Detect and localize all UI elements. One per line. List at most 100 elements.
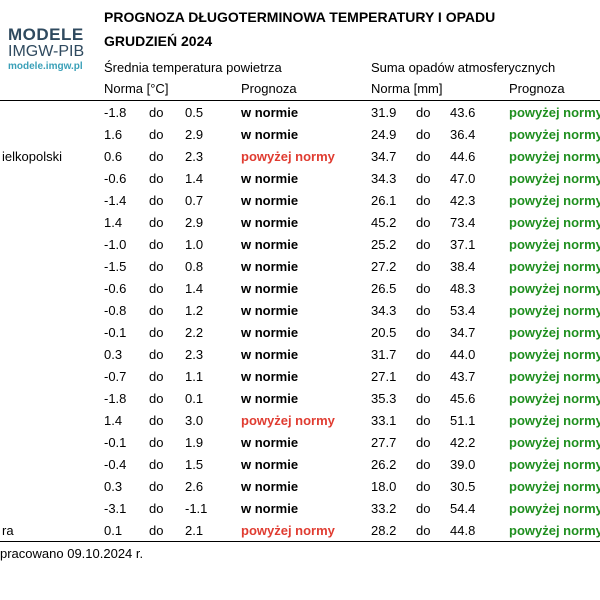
temperature-norm-min: -0.6 [104, 171, 127, 186]
precipitation-forecast: powyżej normy [509, 501, 600, 516]
temperature-forecast: w normie [241, 369, 299, 384]
precipitation-range-connector: do [416, 303, 431, 318]
header-divider [0, 100, 600, 101]
precipitation-norm-max: 36.4 [450, 127, 476, 142]
temperature-norm-max: 1.0 [185, 237, 204, 252]
temperature-range-connector: do [149, 259, 164, 274]
temperature-norm-min: -0.1 [104, 435, 127, 450]
table-row: 1.4 do 3.0 powyżej normy 33.1 do 51.1 powyżej n… [0, 409, 600, 431]
temperature-range-connector: do [149, 149, 164, 164]
table-row: -0.7 do 1.1 w normie 27.1 do 43.7 powyżej normy [0, 365, 600, 387]
precipitation-forecast: powyżej normy [509, 237, 600, 252]
temperature-norm-min: -0.6 [104, 281, 127, 296]
temperature-norm-min: 1.4 [104, 215, 123, 230]
precipitation-range-connector: do [416, 105, 431, 120]
precipitation-range-connector: do [416, 457, 431, 472]
precipitation-range-connector: do [416, 391, 431, 406]
temperature-range-connector: do [149, 501, 164, 516]
table-row: 0.3 do 2.6 w normie 18.0 do 30.5 powyżej normy [0, 475, 600, 497]
precipitation-norm-min: 33.2 [371, 501, 397, 516]
precipitation-norm-max: 37.1 [450, 237, 476, 252]
logo-url-text: modele.imgw.pl [8, 61, 83, 72]
temperature-forecast: w normie [241, 105, 299, 120]
precipitation-forecast: powyżej normy [509, 369, 600, 384]
precipitation-heading: Suma opadów atmosferycznych [371, 60, 556, 75]
temperature-norm-min: -0.7 [104, 369, 127, 384]
temperature-forecast: w normie [241, 501, 299, 516]
temperature-forecast-header: Prognoza [241, 81, 297, 96]
temperature-norm-min: 0.3 [104, 479, 123, 494]
temperature-norm-max: 1.9 [185, 435, 204, 450]
table-row: -1.8 do 0.5 w normie 31.9 do 43.6 powyżej normy [0, 101, 600, 123]
precipitation-forecast: powyżej normy [509, 259, 600, 274]
temperature-norm-max: 2.6 [185, 479, 204, 494]
table-row: 1.4 do 2.9 w normie 45.2 do 73.4 powyżej normy [0, 211, 600, 233]
temperature-forecast: w normie [241, 391, 299, 406]
temperature-norm-max: -1.1 [185, 501, 208, 516]
precipitation-norm-max: 44.6 [450, 149, 476, 164]
precipitation-range-connector: do [416, 215, 431, 230]
table-row: -3.1 do -1.1 w normie 33.2 do 54.4 powyżej norm… [0, 497, 600, 519]
temperature-norm-min: -0.8 [104, 303, 127, 318]
precipitation-norm-min: 31.7 [371, 347, 397, 362]
precipitation-range-connector: do [416, 281, 431, 296]
precipitation-forecast: powyżej normy [509, 171, 600, 186]
precipitation-norm-max: 45.6 [450, 391, 476, 406]
precipitation-forecast-header: Prognoza [509, 81, 565, 96]
temperature-norm-min: 0.3 [104, 347, 123, 362]
precipitation-forecast: powyżej normy [509, 435, 600, 450]
temperature-forecast: w normie [241, 281, 299, 296]
temperature-forecast: w normie [241, 347, 299, 362]
temperature-range-connector: do [149, 303, 164, 318]
temperature-range-connector: do [149, 193, 164, 208]
temperature-norm-max: 2.3 [185, 149, 204, 164]
temperature-norm-max: 0.5 [185, 105, 204, 120]
precipitation-norm-min: 35.3 [371, 391, 397, 406]
temperature-norm-min: -0.4 [104, 457, 127, 472]
table-row: -0.4 do 1.5 w normie 26.2 do 39.0 powyżej normy [0, 453, 600, 475]
precipitation-norm-max: 30.5 [450, 479, 476, 494]
temperature-forecast: w normie [241, 303, 299, 318]
precipitation-norm-min: 26.2 [371, 457, 397, 472]
precipitation-forecast: powyżej normy [509, 325, 600, 340]
precipitation-forecast: powyżej normy [509, 413, 600, 428]
temperature-norm-max: 2.9 [185, 215, 204, 230]
precipitation-norm-min: 27.7 [371, 435, 397, 450]
precipitation-norm-min: 24.9 [371, 127, 397, 142]
precipitation-range-connector: do [416, 523, 431, 538]
precipitation-norm-max: 48.3 [450, 281, 476, 296]
temperature-range-connector: do [149, 347, 164, 362]
temperature-norm-max: 0.1 [185, 391, 204, 406]
precipitation-forecast: powyżej normy [509, 479, 600, 494]
temperature-norm-min: 1.6 [104, 127, 123, 142]
table-row: -1.4 do 0.7 w normie 26.1 do 42.3 powyżej normy [0, 189, 600, 211]
temperature-forecast: powyżej normy [241, 413, 335, 428]
temperature-range-connector: do [149, 457, 164, 472]
temperature-range-connector: do [149, 369, 164, 384]
region-name: ielkopolski [2, 149, 62, 164]
temperature-forecast: w normie [241, 259, 299, 274]
temperature-forecast: powyżej normy [241, 149, 335, 164]
precipitation-norm-min: 18.0 [371, 479, 397, 494]
precipitation-norm-min: 34.3 [371, 303, 397, 318]
temperature-norm-max: 2.3 [185, 347, 204, 362]
precipitation-range-connector: do [416, 171, 431, 186]
precipitation-norm-max: 39.0 [450, 457, 476, 472]
temperature-norm-min: -1.0 [104, 237, 127, 252]
precipitation-norm-min: 20.5 [371, 325, 397, 340]
precipitation-forecast: powyżej normy [509, 457, 600, 472]
table-bottom-divider [0, 541, 600, 542]
temperature-range-connector: do [149, 479, 164, 494]
temperature-norm-min: -1.5 [104, 259, 127, 274]
temperature-range-connector: do [149, 413, 164, 428]
precipitation-forecast: powyżej normy [509, 523, 600, 538]
precipitation-range-connector: do [416, 479, 431, 494]
precipitation-norm-header: Norma [mm] [371, 81, 443, 96]
precipitation-norm-min: 34.7 [371, 149, 397, 164]
temperature-norm-min: -0.1 [104, 325, 127, 340]
temperature-forecast: w normie [241, 325, 299, 340]
region-name: ra [2, 523, 14, 538]
precipitation-norm-max: 43.7 [450, 369, 476, 384]
precipitation-norm-min: 27.1 [371, 369, 397, 384]
temperature-forecast: w normie [241, 457, 299, 472]
